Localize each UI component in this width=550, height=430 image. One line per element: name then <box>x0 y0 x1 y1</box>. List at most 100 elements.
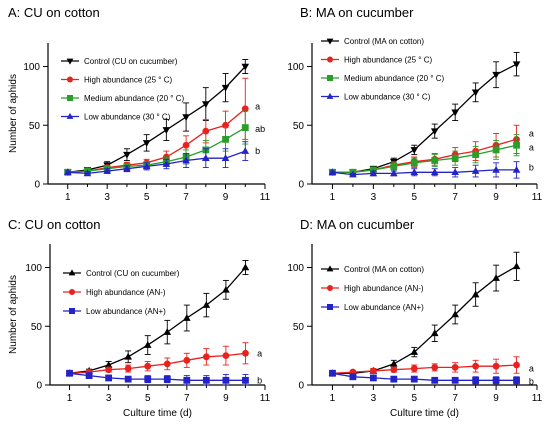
data-point <box>472 151 480 159</box>
legend-label: High abundance (25 ° C) <box>84 76 172 85</box>
x-tick-label: 11 <box>532 192 543 203</box>
series-line <box>69 352 246 374</box>
data-point <box>222 285 230 293</box>
series-1 <box>66 342 249 377</box>
data-point <box>472 376 480 384</box>
data-point <box>105 374 113 382</box>
data-point <box>472 362 480 370</box>
data-point <box>63 168 72 176</box>
legend-label: Medium abundance (20 ° C) <box>84 94 184 103</box>
data-point <box>124 365 132 372</box>
panel-a: A: CU on cotton 1 3 5 7 9 11 0 50 100 Number of ap… <box>8 5 271 203</box>
legend-label: Medium abundance (20 ° C) <box>344 74 444 83</box>
legend-marker <box>327 285 333 291</box>
legend-marker <box>68 269 76 276</box>
data-point <box>182 156 190 164</box>
data-point <box>430 329 439 337</box>
legend-marker <box>326 38 334 45</box>
x-tick-label: 7 <box>452 393 458 404</box>
legend-label: Low abundance (30 ° C) <box>344 93 431 102</box>
data-point <box>410 348 419 355</box>
chart-title: C: CU on cotton <box>8 217 101 232</box>
data-point <box>410 168 419 176</box>
data-point <box>103 167 111 174</box>
data-point <box>162 160 171 167</box>
significance-label: b <box>255 146 260 156</box>
significance-label: b <box>257 375 262 385</box>
y-tick-label: 50 <box>29 121 41 132</box>
x-tick-label: 11 <box>260 192 271 203</box>
data-point <box>183 356 191 364</box>
data-point <box>410 147 419 154</box>
legend-marker <box>69 308 75 314</box>
legend-label: Control (MA on cotton) <box>344 265 424 274</box>
x-tick-label: 11 <box>260 393 271 404</box>
y-tick-label: 100 <box>287 263 304 274</box>
data-point <box>163 360 171 368</box>
legend-marker <box>326 265 334 272</box>
data-point <box>202 154 210 161</box>
data-point <box>512 61 521 69</box>
data-point <box>163 375 171 383</box>
y-tick-label: 0 <box>36 381 42 392</box>
data-point <box>142 162 151 170</box>
legend-label: High abundance (AN-) <box>86 288 166 297</box>
significance-label: a <box>257 348 262 358</box>
data-point <box>492 362 500 370</box>
legend-label: Control (CU on cucumber) <box>86 269 180 278</box>
significance-label: a <box>529 128 534 138</box>
x-tick-label: 3 <box>104 192 110 203</box>
series-1 <box>329 356 520 377</box>
x-tick-label: 9 <box>493 393 499 404</box>
x-tick-label: 5 <box>411 192 417 203</box>
data-point <box>221 84 230 92</box>
x-tick-label: 11 <box>532 393 543 404</box>
x-tick-label: 7 <box>452 192 458 203</box>
chart-title: B: MA on cucumber <box>300 5 414 20</box>
data-point <box>492 376 500 384</box>
y-tick-label: 0 <box>298 180 304 191</box>
data-point <box>390 169 398 177</box>
legend-label: Control (MA on cotton) <box>344 37 424 46</box>
data-point <box>242 376 249 384</box>
data-point <box>66 369 73 377</box>
y-tick-label: 50 <box>293 121 305 132</box>
data-point <box>390 375 398 383</box>
panel-d: D: MA on cucumber 1 3 5 7 9 11 0 50 100 Culture ti… <box>287 217 542 419</box>
x-tick-label: 5 <box>145 393 151 404</box>
legend: Control (MA on cotton) High abundance (AN… <box>321 265 424 312</box>
data-point <box>124 375 132 383</box>
data-point <box>513 376 520 384</box>
data-point <box>513 141 520 149</box>
data-point <box>202 353 210 361</box>
data-point <box>369 374 377 382</box>
data-point <box>241 63 250 71</box>
y-tick-label: 100 <box>25 263 42 274</box>
data-point <box>183 376 191 384</box>
series-line <box>332 169 517 176</box>
series-0 <box>328 51 521 177</box>
y-tick-label: 50 <box>293 322 305 333</box>
x-axis-label: Culture time (d) <box>390 408 459 419</box>
data-point <box>492 274 500 281</box>
data-point <box>471 167 480 174</box>
data-point <box>222 352 230 360</box>
x-tick-label: 3 <box>371 393 377 404</box>
data-point <box>202 101 210 109</box>
data-point <box>241 105 249 113</box>
data-point <box>431 363 439 371</box>
data-point <box>143 341 152 348</box>
data-point <box>182 114 190 122</box>
data-point <box>144 375 152 383</box>
legend: Control (MA on cotton) High abundance (25… <box>321 37 444 102</box>
series-3 <box>328 161 521 179</box>
x-tick-label: 3 <box>371 192 377 203</box>
y-tick-label: 50 <box>31 322 43 333</box>
legend-marker <box>326 92 334 99</box>
data-point <box>241 124 249 131</box>
data-point <box>83 169 92 177</box>
data-point <box>451 109 459 117</box>
series-line <box>69 267 246 374</box>
data-point <box>222 121 229 129</box>
